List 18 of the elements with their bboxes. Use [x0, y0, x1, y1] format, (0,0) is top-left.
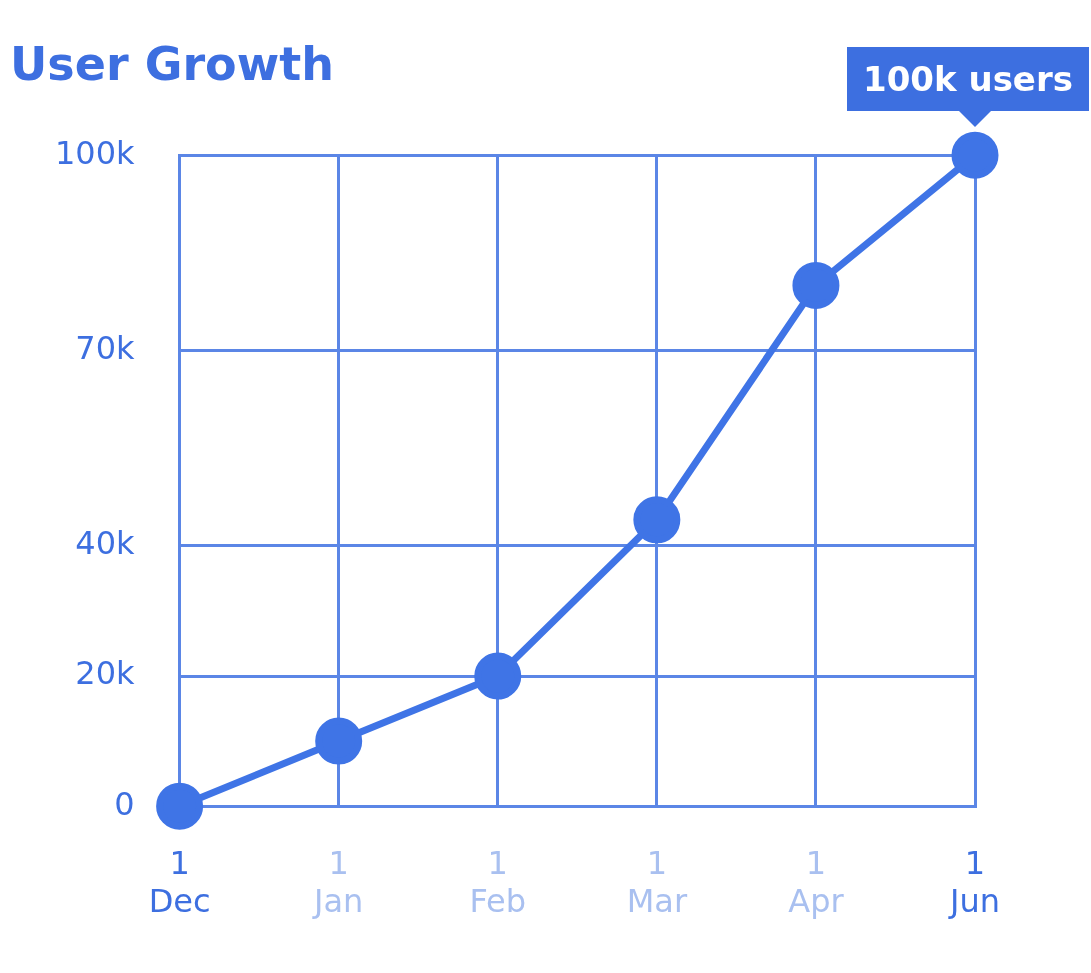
x-tick-label: 1 Mar: [626, 843, 688, 921]
x-tick-label: 1 Jun: [948, 843, 1000, 921]
y-tick-label: 0: [114, 784, 135, 823]
x-tick-label: 1 Jan: [312, 843, 364, 921]
point: [951, 131, 999, 179]
chart-title: User Growth: [10, 36, 334, 91]
y-tick-label: 70k: [75, 328, 136, 367]
point: [315, 717, 363, 765]
y-tick-label: 40k: [75, 524, 136, 563]
x-tick-label: 1 Apr: [788, 843, 845, 921]
x-tick-label: 1 Dec: [148, 843, 211, 921]
x-tick-label: 1 Feb: [469, 843, 527, 921]
y-tick-label: 20k: [75, 654, 136, 693]
y-tick-label: 100k: [55, 133, 136, 172]
point: [633, 496, 681, 544]
point: [474, 652, 522, 700]
point: [156, 782, 204, 830]
point: [792, 261, 840, 309]
